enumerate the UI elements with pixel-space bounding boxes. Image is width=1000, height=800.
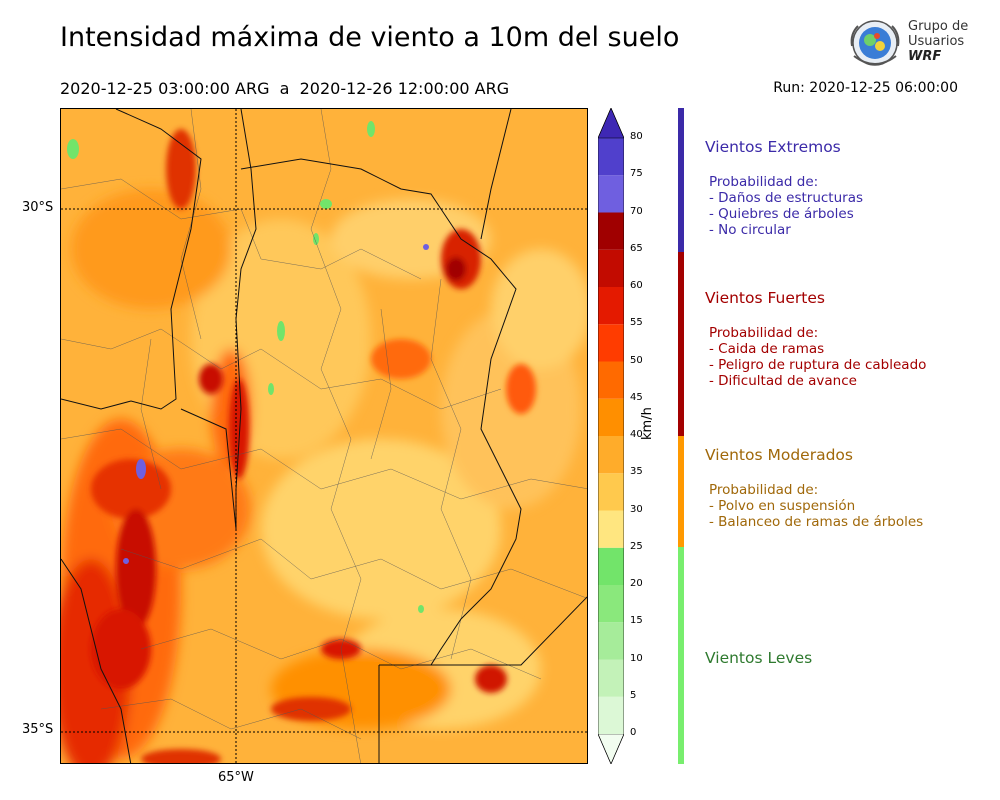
colorbar-tick-label: 30 — [630, 503, 643, 515]
colorbar-tick-label: 50 — [630, 354, 643, 366]
colorbar-segment — [598, 175, 624, 213]
desc-line: - No circular — [709, 222, 791, 238]
desc-line: - Quiebres de árboles — [709, 206, 854, 222]
category-title: Vientos Fuertes — [705, 289, 825, 307]
desc-line: Probabilidad de: — [709, 174, 819, 190]
category-desc: Probabilidad de: - Polvo en suspensión -… — [705, 482, 923, 530]
colorbar-segment — [598, 249, 624, 287]
colorbar-segment — [598, 361, 624, 399]
category-extremos: Vientos Extremos Probabilidad de: - Daño… — [705, 138, 863, 238]
colorbar — [598, 108, 624, 764]
colorbar-tick-label: 15 — [630, 615, 643, 627]
category-title: Vientos Extremos — [705, 138, 841, 156]
lat-label-35s: 35°S — [22, 722, 54, 737]
colorbar-segment — [598, 659, 624, 697]
colorbar-segment — [598, 622, 624, 660]
colorbar-segment — [598, 436, 624, 474]
desc-line: - Daños de estructuras — [709, 190, 864, 206]
colorbar-segment — [598, 585, 624, 623]
map-title: Intensidad máxima de viento a 10m del su… — [60, 22, 680, 53]
colorbar-tick-label: 55 — [630, 317, 643, 329]
colorbar-tick-label: 10 — [630, 652, 643, 664]
logo-line-2: Usuarios — [908, 34, 965, 49]
logo-line-3: WRF — [908, 49, 942, 64]
desc-line: Probabilidad de: — [709, 325, 819, 341]
colorbar-segment — [598, 324, 624, 362]
colorbar-segment — [598, 138, 624, 176]
globe-logo-icon — [850, 20, 900, 66]
desc-line: - Peligro de ruptura de cableado — [709, 357, 927, 373]
category-bar-extremos — [678, 108, 684, 252]
category-bar-leves — [678, 547, 684, 764]
colorbar-tick-label: 25 — [630, 540, 643, 552]
logo-line-1: Grupo de — [908, 19, 969, 34]
colorbar-min-extension — [598, 733, 624, 764]
desc-line: Probabilidad de: — [709, 482, 819, 498]
grupo-usuarios-wrf-logo: Grupo de Usuarios WRF — [848, 16, 973, 76]
colorbar-max-extension — [598, 108, 624, 139]
category-desc: Probabilidad de: - Caida de ramas - Peli… — [705, 325, 926, 389]
category-desc: Probabilidad de: - Daños de estructuras … — [705, 174, 863, 238]
wind-map — [60, 108, 588, 764]
desc-line: - Polvo en suspensión — [709, 498, 856, 514]
desc-line: - Caida de ramas — [709, 341, 825, 357]
wind-field-svg — [61, 109, 587, 763]
colorbar-tick-label: 35 — [630, 466, 643, 478]
colorbar-tick-label: 40 — [630, 429, 643, 440]
colorbar-tick-label: 65 — [630, 242, 643, 254]
colorbar-segment — [598, 398, 624, 436]
lon-label-65w: 65°W — [218, 770, 254, 785]
colorbar-tick-label: 70 — [630, 205, 643, 217]
category-moderados: Vientos Moderados Probabilidad de: - Pol… — [705, 446, 923, 530]
colorbar-tick-label: 20 — [630, 578, 643, 589]
forecast-period: 2020-12-25 03:00:00 ARG a 2020-12-26 12:… — [60, 79, 510, 98]
colorbar-segment — [598, 212, 624, 250]
colorbar-tick-label: 80 — [630, 131, 643, 142]
lat-label-30s: 30°S — [22, 200, 54, 215]
category-bar-fuertes — [678, 252, 684, 436]
colorbar-segment — [598, 547, 624, 585]
colorbar-segment — [598, 696, 624, 734]
colorbar-segment — [598, 510, 624, 548]
desc-line: - Balanceo de ramas de árboles — [709, 514, 924, 530]
colorbar-segment — [598, 287, 624, 325]
colorbar-tick-label: 5 — [630, 689, 637, 701]
colorbar-tick-label: 45 — [630, 391, 643, 403]
category-title: Vientos Moderados — [705, 446, 853, 464]
category-fuertes: Vientos Fuertes Probabilidad de: - Caida… — [705, 289, 926, 389]
colorbar-tick-label: 0 — [630, 727, 637, 738]
colorbar-unit: km/h — [640, 407, 655, 440]
category-title: Vientos Leves — [705, 649, 813, 667]
category-leves: Vientos Leves — [705, 649, 812, 667]
run-timestamp: Run: 2020-12-25 06:00:00 — [773, 80, 958, 96]
colorbar-segment — [598, 473, 624, 511]
colorbar-tick-label: 60 — [630, 280, 643, 291]
desc-line: - Dificultad de avance — [709, 373, 857, 389]
colorbar-tick-label: 75 — [630, 168, 643, 180]
category-bar-moderados — [678, 436, 684, 547]
